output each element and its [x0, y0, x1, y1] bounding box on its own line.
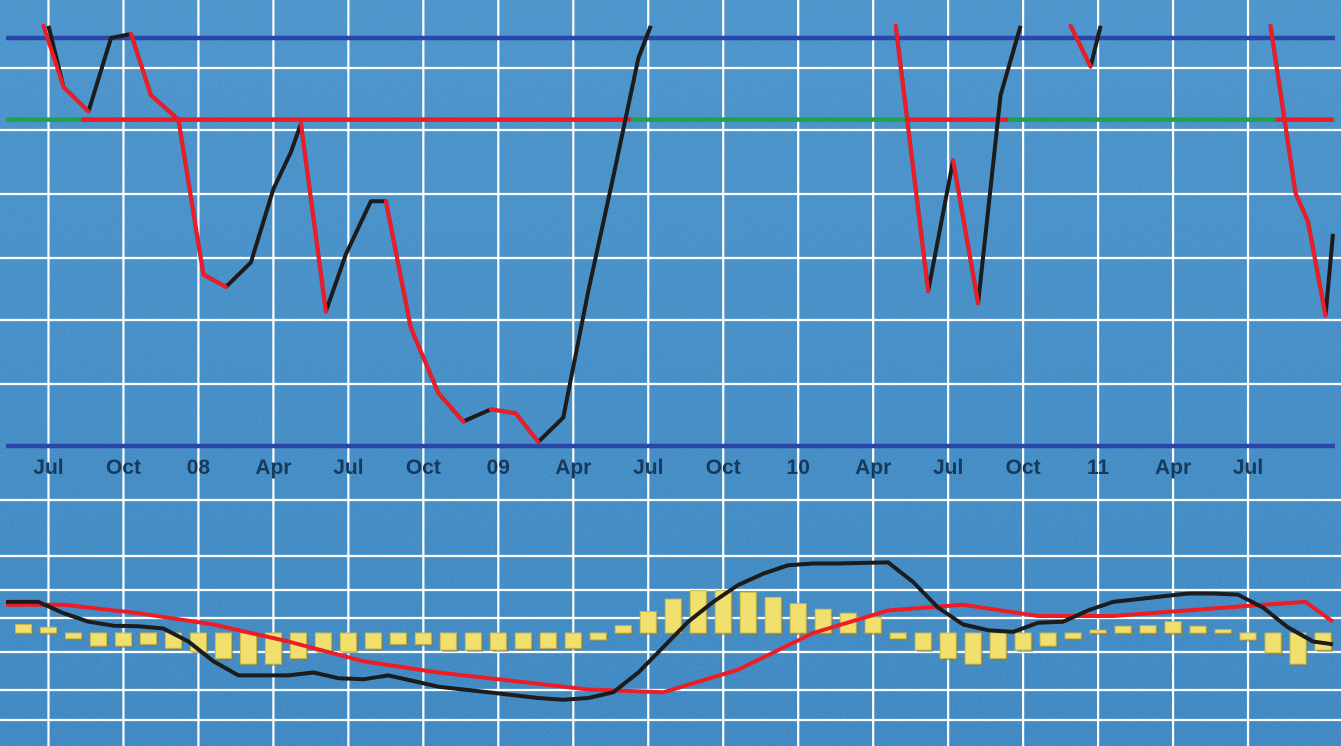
histogram-bar-20: [514, 632, 532, 650]
histogram-bar-21: [539, 632, 557, 649]
top-series-red-seg-0-17: [408, 325, 441, 395]
x-tick-label-5: Oct: [406, 456, 441, 479]
histogram-bar-15: [389, 632, 407, 645]
histogram-bar-39: [989, 632, 1007, 659]
top-series-red-seg-3-0: [1268, 23, 1298, 196]
top-series-red-seg-3-1: [1293, 191, 1311, 224]
histogram-bar-30: [764, 596, 782, 634]
top-reference-lines: [6, 35, 1335, 449]
x-tick-label-9: Oct: [706, 456, 741, 479]
x-tick-label-6: 09: [487, 456, 510, 479]
x-tick-label-7: Apr: [555, 456, 591, 479]
histogram-bar-23: [589, 632, 607, 641]
x-tick-label-11: Apr: [855, 456, 891, 479]
histogram-bar-42: [1064, 632, 1082, 640]
histogram-bar-24: [614, 625, 632, 634]
histogram-bar-41: [1039, 632, 1057, 647]
histogram-bar-16: [414, 632, 432, 645]
histogram-bar-46: [1164, 621, 1182, 634]
histogram-bar-5: [139, 632, 157, 645]
x-tick-label-3: Apr: [255, 456, 291, 479]
histogram-bar-2: [64, 632, 82, 640]
top-series-red-seg-1-2: [951, 158, 981, 306]
x-tick-label-16: Jul: [1233, 456, 1263, 479]
histogram-bar-50: [1264, 632, 1282, 654]
histogram-bar-31: [789, 603, 807, 634]
histogram-bars: [14, 590, 1334, 667]
histogram-bar-35: [889, 632, 907, 640]
histogram-bar-17: [439, 632, 457, 651]
top-series-red-seg-0-21: [513, 411, 541, 444]
histogram-bar-3: [89, 632, 107, 647]
x-tick-label-4: Jul: [333, 456, 363, 479]
histogram-bar-49: [1239, 632, 1257, 641]
x-tick-label-8: Jul: [633, 456, 663, 479]
x-tick-label-10: 10: [787, 456, 810, 479]
x-axis-tick-labels: Jul Oct 08 Apr Jul Oct 09 Apr Jul Oct 10 Apr Jul Oct 1…: [33, 456, 1263, 479]
histogram-bar-38: [964, 632, 982, 665]
top-series-red-seg-2-0: [1068, 23, 1093, 69]
histogram-bar-8: [214, 632, 232, 659]
histogram-bar-45: [1139, 625, 1157, 634]
histogram-bar-4: [114, 632, 132, 647]
bottom-series-lines: [6, 560, 1335, 702]
x-tick-label-2: 08: [187, 456, 211, 479]
histogram-bar-36: [914, 632, 932, 651]
histogram-bar-22: [564, 632, 582, 649]
top-series-red-seg-0-18: [436, 390, 466, 424]
x-tick-label-13: Oct: [1006, 456, 1041, 479]
x-tick-label-0: Jul: [33, 456, 63, 479]
histogram-bar-34: [864, 616, 882, 634]
top-series-red-seg-0-4: [128, 31, 153, 98]
histogram-bar-26: [664, 598, 682, 634]
signal-line-red: [6, 599, 1335, 695]
x-tick-label-1: Oct: [106, 456, 141, 479]
histogram-bar-shadow-43: [1092, 632, 1109, 635]
top-series-red-seg-0-6: [176, 117, 206, 277]
top-series-red-seg-0-0: [41, 23, 66, 89]
histogram-bar-25: [639, 611, 657, 634]
x-tick-label-12: Jul: [933, 456, 963, 479]
histogram-bar-9: [239, 632, 257, 665]
top-series-red-seg-0-20: [488, 407, 518, 416]
histogram-bar-48: [1214, 629, 1232, 634]
histogram-bar-1: [39, 626, 57, 634]
macd-line-black: [6, 560, 1334, 702]
top-series-red-seg-0-12: [298, 121, 328, 314]
top-series-red-seg-0-7: [201, 272, 228, 289]
histogram-bar-47: [1189, 625, 1207, 634]
histogram-bar-14: [364, 632, 382, 650]
histogram-bar-44: [1114, 625, 1132, 634]
histogram-bar-13: [339, 632, 357, 653]
histogram-bar-29: [739, 591, 757, 634]
x-tick-label-15: Apr: [1155, 456, 1191, 479]
top-series-red-seg-0-5: [148, 93, 181, 122]
histogram-bar-40: [1014, 632, 1032, 651]
histogram-bar-18: [464, 632, 482, 651]
histogram-bar-43: [1089, 629, 1107, 634]
histogram-bar-0: [14, 624, 32, 634]
histogram-bar-28: [714, 590, 732, 634]
top-series-red-seg-3-2: [1306, 219, 1328, 318]
top-series-lines: [41, 23, 1335, 444]
x-tick-label-14: 11: [1087, 456, 1110, 479]
histogram-bar-37: [939, 632, 957, 659]
top-series-red-seg-0-1: [61, 84, 91, 114]
top-series-red-seg-0-16: [383, 199, 413, 330]
top-series-red-seg-1-0: [893, 23, 931, 293]
histogram-bar-19: [489, 632, 507, 651]
